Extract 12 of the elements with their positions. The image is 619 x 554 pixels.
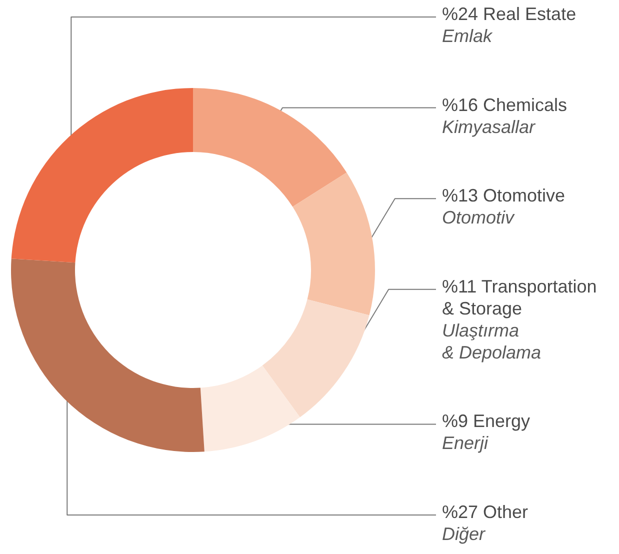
slice-label: %11 Transportation & Storage [442, 276, 597, 318]
slice-label: %27 Other [442, 502, 528, 522]
text: Enerji [442, 433, 490, 454]
slice-label: %13 Otomotive [442, 186, 566, 206]
slice-label: %24 Real Estate [442, 4, 576, 24]
text: Otomotiv [442, 208, 516, 228]
text: Diğer [442, 524, 486, 544]
text: Ulaştırma & Depolama [442, 320, 542, 362]
slice-label: %9 Energy [442, 411, 530, 432]
slice-label: %16 Chemicals [442, 94, 568, 115]
text: Kimyasallar [442, 116, 536, 137]
text: Emlak [442, 26, 494, 46]
